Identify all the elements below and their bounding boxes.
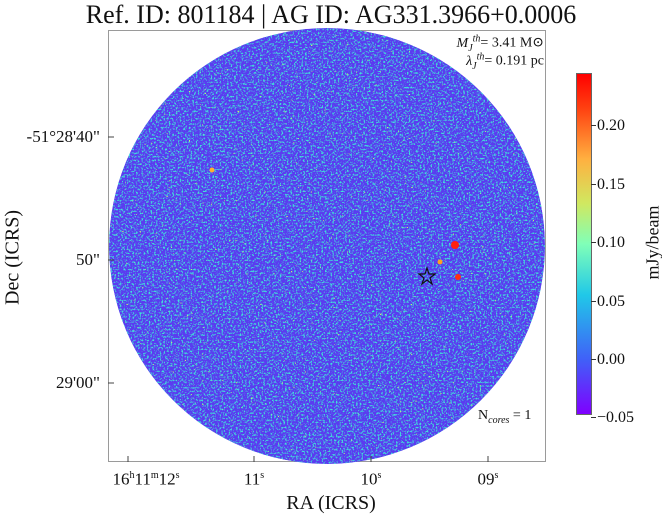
ncores-label: Ncores = 1 (478, 408, 532, 426)
jeans-mass-label: MJth= 3.41 M⊙ (456, 33, 544, 54)
jeans-length-label: λJth= 0.191 pc (466, 51, 544, 72)
colorbar-tick: 0.15 (591, 176, 625, 193)
hotspot (437, 259, 443, 265)
colorbar-tick: 0.00 (591, 351, 625, 368)
colorbar (576, 73, 592, 415)
colorbar-tick: −0.05 (590, 409, 635, 426)
x-axis-label: RA (ICRS) (286, 492, 376, 514)
x-tick: 16h11m12s (112, 469, 180, 489)
colorbar-tick: 0.05 (591, 293, 625, 310)
colorbar-tick: 0.20 (591, 117, 625, 134)
colorbar-tick: 0.10 (591, 234, 625, 251)
star-icon (417, 266, 437, 286)
x-tick: 10s (360, 469, 382, 489)
figure-title: Ref. ID: 801184 | AG ID: AG331.3966+0.00… (85, 0, 577, 29)
y-tick: 29'00" (55, 373, 100, 392)
x-tick: 09s (477, 469, 499, 489)
hotspot (455, 274, 461, 280)
hotspot (451, 241, 459, 249)
colorbar-label: mJy/beam (642, 205, 662, 280)
y-tick: 50" (76, 250, 100, 269)
hotspot (209, 167, 215, 173)
x-tick: 11s (243, 469, 265, 489)
y-tick: -51°28'40" (26, 127, 100, 146)
y-axis-label: Dec (ICRS) (1, 210, 24, 305)
